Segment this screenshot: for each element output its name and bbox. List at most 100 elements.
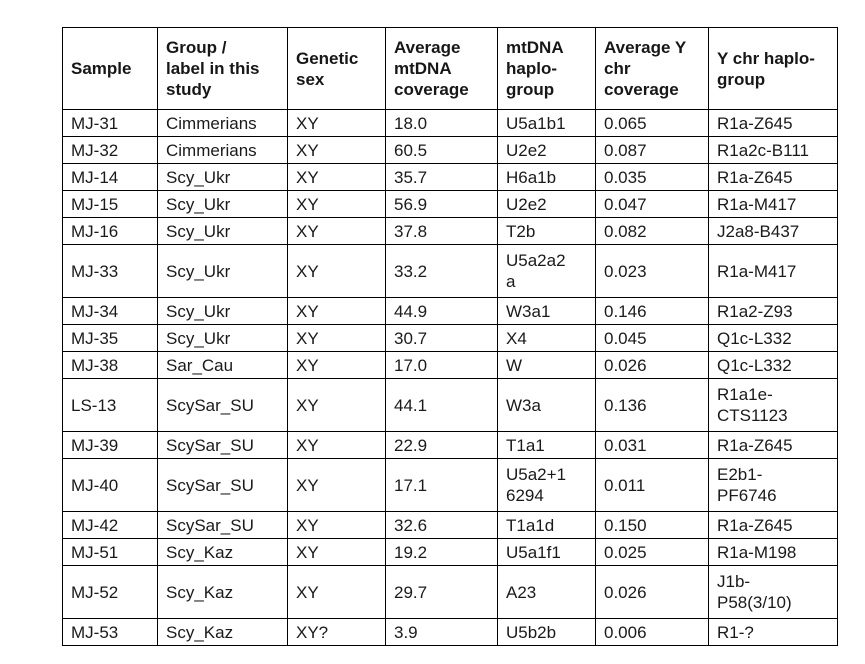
cell-genetic-sex: XY <box>287 378 386 432</box>
cell-mtdna-haplogroup: U2e2 <box>497 190 596 218</box>
cell-avg-mtdna-coverage: 19.2 <box>385 538 498 566</box>
cell-avg-mtdna-coverage: 60.5 <box>385 136 498 164</box>
cell-genetic-sex: XY <box>287 538 386 566</box>
table-row: MJ-15 Scy_Ukr XY 56.9 U2e2 0.047 R1a-M417 <box>62 190 838 218</box>
cell-ychr-haplogroup: R1-? <box>708 618 838 646</box>
cell-avg-mtdna-coverage: 32.6 <box>385 511 498 539</box>
cell-mtdna-haplogroup: W3a1 <box>497 297 596 325</box>
header-row: Sample Group / label in this study Genetic… <box>62 27 838 110</box>
table-row: MJ-40 ScySar_SU XY 17.1 U5a2+1 6294 0.011 E2b1… <box>62 458 838 512</box>
cell-group-label: Scy_Ukr <box>157 163 288 191</box>
cell-mtdna-haplogroup: U5a1f1 <box>497 538 596 566</box>
cell-mtdna-haplogroup: X4 <box>497 324 596 352</box>
cell-mtdna-haplogroup: T2b <box>497 217 596 245</box>
cell-ychr-haplogroup: R1a-M198 <box>708 538 838 566</box>
cell-avg-mtdna-coverage: 56.9 <box>385 190 498 218</box>
cell-sample: MJ-15 <box>62 190 158 218</box>
cell-mtdna-haplogroup: W3a <box>497 378 596 432</box>
cell-group-label: Scy_Ukr <box>157 217 288 245</box>
cell-group-label: Scy_Kaz <box>157 538 288 566</box>
cell-mtdna-haplogroup: U5a2+1 6294 <box>497 458 596 512</box>
cell-group-label: Scy_Ukr <box>157 297 288 325</box>
cell-avg-mtdna-coverage: 44.1 <box>385 378 498 432</box>
table-row: MJ-31 Cimmerians XY 18.0 U5a1b1 0.065 R1a-Z645 <box>62 109 838 137</box>
cell-ychr-haplogroup: R1a-M417 <box>708 190 838 218</box>
cell-avg-ychr-coverage: 0.026 <box>595 351 709 379</box>
cell-ychr-haplogroup: R1a-M417 <box>708 244 838 298</box>
cell-genetic-sex: XY <box>287 511 386 539</box>
cell-ychr-haplogroup: J1b- P58(3/10) <box>708 565 838 619</box>
column-header-sample: Sample <box>62 27 158 110</box>
cell-genetic-sex: XY <box>287 163 386 191</box>
table-row: MJ-51 Scy_Kaz XY 19.2 U5a1f1 0.025 R1a-M198 <box>62 538 838 566</box>
cell-ychr-haplogroup: R1a-Z645 <box>708 109 838 137</box>
cell-sample: MJ-33 <box>62 244 158 298</box>
cell-avg-ychr-coverage: 0.047 <box>595 190 709 218</box>
cell-mtdna-haplogroup: A23 <box>497 565 596 619</box>
table-row: MJ-33 Scy_Ukr XY 33.2 U5a2a2 a 0.023 R1a-M417 <box>62 244 838 298</box>
column-header-genetic-sex: Genetic sex <box>287 27 386 110</box>
cell-genetic-sex: XY <box>287 217 386 245</box>
column-header-group-label: Group / label in this study <box>157 27 288 110</box>
cell-genetic-sex: XY <box>287 458 386 512</box>
table-body: MJ-31 Cimmerians XY 18.0 U5a1b1 0.065 R1a-Z645… <box>62 109 838 646</box>
table-row: MJ-52 Scy_Kaz XY 29.7 A23 0.026 J1b- P58(3/10) <box>62 565 838 619</box>
cell-genetic-sex: XY <box>287 565 386 619</box>
cell-sample: MJ-16 <box>62 217 158 245</box>
cell-ychr-haplogroup: R1a-Z645 <box>708 511 838 539</box>
cell-mtdna-haplogroup: H6a1b <box>497 163 596 191</box>
cell-avg-mtdna-coverage: 17.0 <box>385 351 498 379</box>
cell-genetic-sex: XY <box>287 244 386 298</box>
cell-avg-mtdna-coverage: 35.7 <box>385 163 498 191</box>
cell-ychr-haplogroup: Q1c-L332 <box>708 324 838 352</box>
cell-ychr-haplogroup: R1a-Z645 <box>708 431 838 459</box>
table-row: MJ-16 Scy_Ukr XY 37.8 T2b 0.082 J2a8-B437 <box>62 217 838 245</box>
cell-mtdna-haplogroup: U5a1b1 <box>497 109 596 137</box>
cell-group-label: ScySar_SU <box>157 511 288 539</box>
cell-sample: LS-13 <box>62 378 158 432</box>
cell-genetic-sex: XY <box>287 324 386 352</box>
cell-ychr-haplogroup: R1a-Z645 <box>708 163 838 191</box>
cell-avg-ychr-coverage: 0.011 <box>595 458 709 512</box>
cell-avg-mtdna-coverage: 17.1 <box>385 458 498 512</box>
cell-avg-ychr-coverage: 0.026 <box>595 565 709 619</box>
cell-sample: MJ-32 <box>62 136 158 164</box>
cell-sample: MJ-38 <box>62 351 158 379</box>
cell-avg-ychr-coverage: 0.146 <box>595 297 709 325</box>
cell-avg-ychr-coverage: 0.031 <box>595 431 709 459</box>
cell-ychr-haplogroup: R1a2c-B111 <box>708 136 838 164</box>
cell-sample: MJ-52 <box>62 565 158 619</box>
cell-avg-ychr-coverage: 0.082 <box>595 217 709 245</box>
cell-ychr-haplogroup: E2b1- PF6746 <box>708 458 838 512</box>
table-header: Sample Group / label in this study Genetic… <box>62 27 838 110</box>
cell-sample: MJ-53 <box>62 618 158 646</box>
cell-mtdna-haplogroup: T1a1d <box>497 511 596 539</box>
table-row: MJ-34 Scy_Ukr XY 44.9 W3a1 0.146 R1a2-Z93 <box>62 297 838 325</box>
cell-avg-ychr-coverage: 0.035 <box>595 163 709 191</box>
table-row: LS-13 ScySar_SU XY 44.1 W3a 0.136 R1a1e- CTS11… <box>62 378 838 432</box>
cell-group-label: Scy_Kaz <box>157 565 288 619</box>
table-row: MJ-38 Sar_Cau XY 17.0 W 0.026 Q1c-L332 <box>62 351 838 379</box>
cell-ychr-haplogroup: R1a1e- CTS1123 <box>708 378 838 432</box>
cell-mtdna-haplogroup: U2e2 <box>497 136 596 164</box>
cell-sample: MJ-40 <box>62 458 158 512</box>
cell-group-label: Scy_Ukr <box>157 190 288 218</box>
table-row: MJ-35 Scy_Ukr XY 30.7 X4 0.045 Q1c-L332 <box>62 324 838 352</box>
cell-sample: MJ-14 <box>62 163 158 191</box>
cell-mtdna-haplogroup: U5a2a2 a <box>497 244 596 298</box>
cell-avg-mtdna-coverage: 37.8 <box>385 217 498 245</box>
cell-group-label: ScySar_SU <box>157 378 288 432</box>
cell-sample: MJ-39 <box>62 431 158 459</box>
cell-genetic-sex: XY? <box>287 618 386 646</box>
cell-genetic-sex: XY <box>287 431 386 459</box>
cell-avg-mtdna-coverage: 44.9 <box>385 297 498 325</box>
cell-avg-ychr-coverage: 0.065 <box>595 109 709 137</box>
column-header-ychr-haplogroup: Y chr haplo- group <box>708 27 838 110</box>
cell-sample: MJ-34 <box>62 297 158 325</box>
cell-group-label: Scy_Ukr <box>157 244 288 298</box>
column-header-avg-mtdna-coverage: Average mtDNA coverage <box>385 27 498 110</box>
cell-mtdna-haplogroup: T1a1 <box>497 431 596 459</box>
cell-avg-mtdna-coverage: 18.0 <box>385 109 498 137</box>
cell-group-label: Scy_Kaz <box>157 618 288 646</box>
